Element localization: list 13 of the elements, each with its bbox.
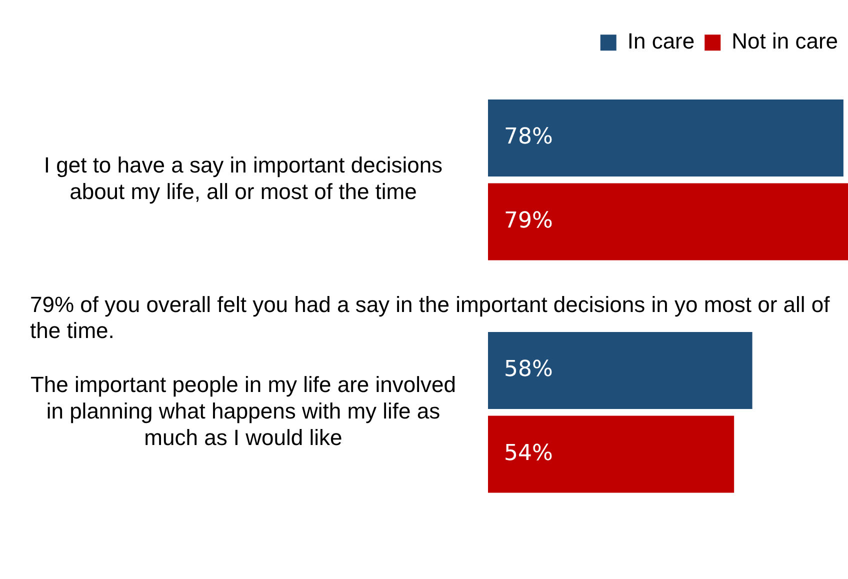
bar [488, 332, 752, 409]
data-label: 54% [504, 440, 553, 466]
bar [488, 416, 734, 493]
bar [488, 183, 848, 260]
legend-label: In care [627, 28, 695, 54]
y-tick-label: The important people in my life are involved in planning what happens with my life as much as I would like [30, 372, 456, 450]
data-label: 79% [504, 208, 553, 234]
data-label: 58% [504, 357, 553, 382]
annotation: 79% of you overall felt you had a say in the important decisions in yo most or all of the time. [30, 292, 831, 344]
y-tick-label: I get to have a say in important decisions about my life, all or most of the time [44, 152, 443, 204]
legend-label: Not in care [732, 28, 838, 54]
data-label: 78% [504, 124, 553, 150]
bar [488, 100, 844, 176]
